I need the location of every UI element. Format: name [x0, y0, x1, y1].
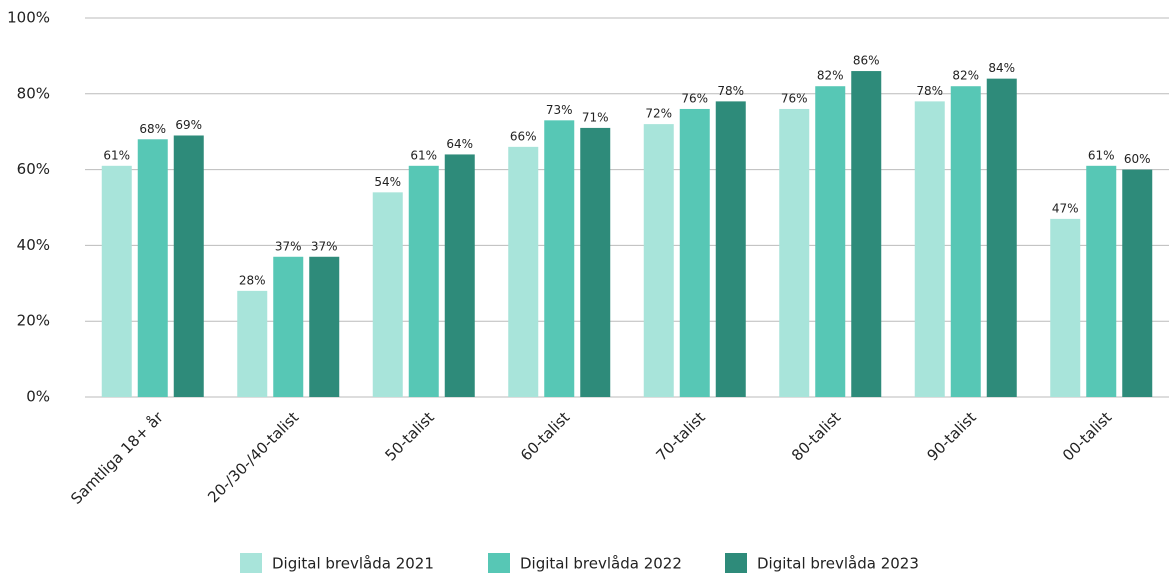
value-label: 66%: [510, 129, 537, 143]
bar: [1086, 165, 1117, 397]
y-tick-label: 20%: [17, 312, 50, 330]
bar: [544, 120, 575, 397]
bar: [851, 71, 882, 397]
value-label: 68%: [139, 122, 166, 136]
bar: [444, 154, 475, 397]
y-tick-label: 100%: [7, 9, 50, 27]
bar: [237, 290, 268, 397]
bar: [1050, 218, 1081, 397]
value-label: 54%: [374, 175, 401, 189]
x-tick-label: 60-talist: [517, 408, 573, 464]
value-label: 61%: [103, 148, 130, 162]
value-label: 47%: [1052, 201, 1079, 215]
value-label: 28%: [239, 273, 266, 287]
value-label: 71%: [582, 110, 609, 124]
value-label: 37%: [311, 239, 338, 253]
value-label: 78%: [717, 84, 744, 98]
legend-label: Digital brevlåda 2023: [757, 555, 919, 573]
bar: [950, 86, 981, 397]
x-tick-label: 90-talist: [923, 408, 979, 464]
bar: [815, 86, 846, 397]
bar: [273, 256, 304, 397]
bar: [779, 108, 810, 398]
bar: [580, 127, 611, 397]
value-label: 61%: [410, 148, 437, 162]
bar: [715, 101, 746, 397]
y-tick-label: 40%: [17, 236, 50, 254]
value-label: 76%: [681, 91, 708, 105]
bar: [309, 256, 340, 397]
x-tick-label: 80-talist: [788, 408, 844, 464]
value-label: 69%: [175, 118, 202, 132]
x-tick-label: Samtliga 18+ år: [67, 408, 167, 508]
bar: [173, 135, 204, 398]
value-label: 76%: [781, 91, 808, 105]
value-label: 37%: [275, 239, 302, 253]
bar: [643, 124, 674, 398]
value-label: 78%: [916, 84, 943, 98]
y-tick-label: 80%: [17, 84, 50, 102]
value-label: 72%: [645, 107, 672, 121]
bar: [101, 165, 132, 397]
legend-label: Digital brevlåda 2022: [520, 555, 682, 573]
value-label: 64%: [446, 137, 473, 151]
y-tick-label: 0%: [26, 388, 50, 406]
value-label: 82%: [952, 69, 979, 83]
value-label: 82%: [817, 69, 844, 83]
bar: [408, 165, 439, 397]
bar: [508, 146, 539, 397]
bar: [679, 108, 710, 398]
x-tick-label: 50-talist: [381, 408, 437, 464]
bar: [914, 101, 945, 397]
value-label: 73%: [546, 103, 573, 117]
legend-swatch: [488, 553, 510, 573]
value-label: 61%: [1088, 148, 1115, 162]
value-label: 84%: [988, 61, 1015, 75]
legend-swatch: [725, 553, 747, 573]
legend-label: Digital brevlåda 2021: [272, 555, 434, 573]
value-label: 60%: [1124, 152, 1151, 166]
y-tick-label: 60%: [17, 160, 50, 178]
bar: [137, 139, 168, 397]
bar: [986, 78, 1017, 397]
x-tick-label: 70-talist: [652, 408, 708, 464]
x-tick-label: 00-talist: [1059, 408, 1115, 464]
bar: [372, 192, 403, 397]
legend-swatch: [240, 553, 262, 573]
value-label: 86%: [853, 54, 880, 68]
x-tick-label: 20-/30-/40-talist: [204, 408, 302, 506]
bar: [1122, 169, 1153, 397]
